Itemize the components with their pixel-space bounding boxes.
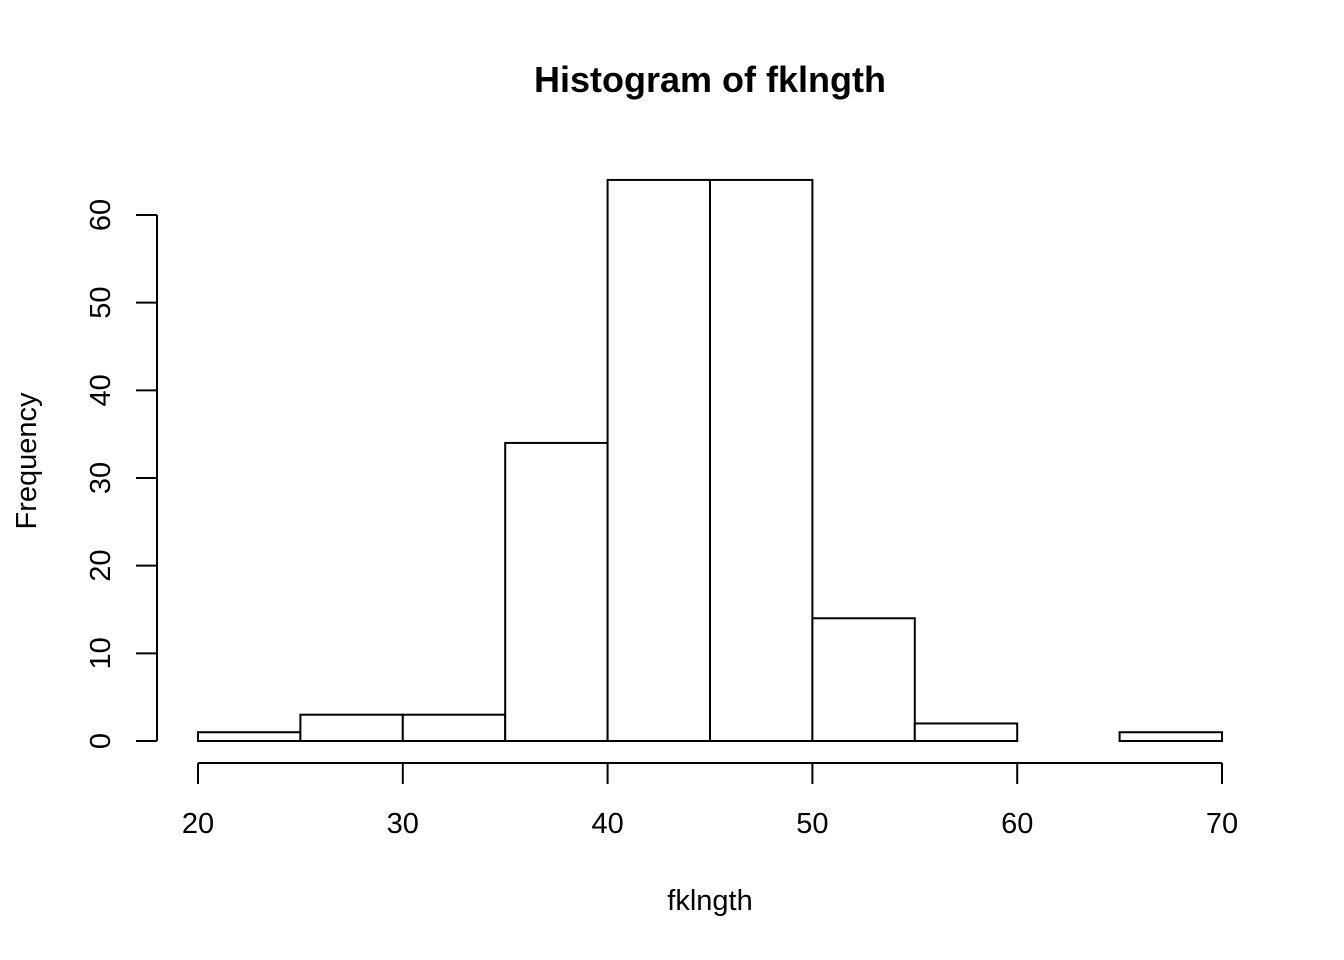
y-tick-label: 10 xyxy=(85,637,117,669)
y-tick-label: 20 xyxy=(85,550,117,582)
histogram-bar xyxy=(709,178,814,742)
bars xyxy=(197,178,1223,743)
x-tick-label: 20 xyxy=(182,808,214,840)
y-tick-label: 50 xyxy=(85,287,117,319)
y-tick-label: 60 xyxy=(85,199,117,231)
histogram-bar xyxy=(299,713,404,743)
y-axis: 0 10 20 30 40 50 60 xyxy=(85,199,158,749)
y-tick-label: 40 xyxy=(85,374,117,406)
y-tick-label: 0 xyxy=(85,733,117,749)
y-axis-label: Frequency xyxy=(11,392,43,530)
histogram-bar xyxy=(197,731,302,743)
x-axis: 20 30 40 50 60 70 xyxy=(182,762,1238,840)
x-axis-label: fklngth xyxy=(667,885,752,917)
x-tick-label: 30 xyxy=(387,808,419,840)
histogram-bar xyxy=(504,441,609,742)
histogram-bar xyxy=(811,617,916,742)
x-tick-label: 50 xyxy=(796,808,828,840)
x-tick-label: 40 xyxy=(591,808,623,840)
x-tick-label: 70 xyxy=(1206,808,1238,840)
histogram-bar xyxy=(1118,731,1223,743)
histogram-bar xyxy=(401,713,507,743)
y-tick-label: 30 xyxy=(85,462,117,494)
chart-title: Histogram of fklngth xyxy=(534,59,886,100)
histogram-bar xyxy=(606,178,711,742)
histogram-bar xyxy=(913,722,1019,743)
x-tick-label: 60 xyxy=(1001,808,1033,840)
